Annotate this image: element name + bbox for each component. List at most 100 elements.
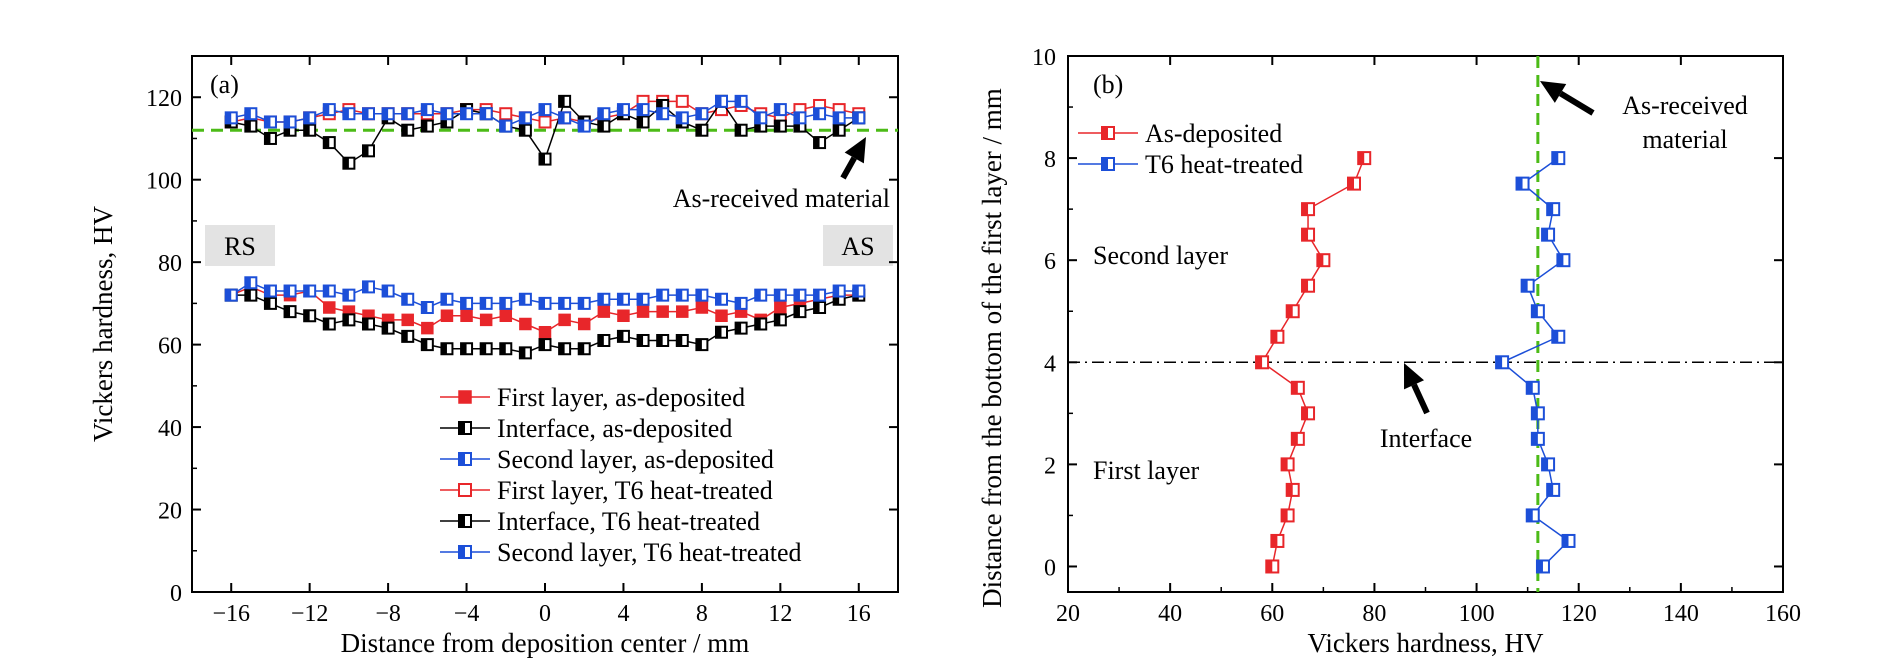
data-point-a: [440, 342, 454, 356]
data-point-a: [558, 111, 572, 125]
data-point-a: [754, 317, 768, 331]
data-point-a: [636, 115, 650, 129]
data-point-a: [656, 288, 670, 302]
legend-item-a: First layer, T6 heat-treated: [440, 476, 773, 505]
data-point-b-fill: [1302, 228, 1309, 241]
data-point-b-fill: [1286, 305, 1293, 318]
data-point-a-fill: [794, 120, 800, 132]
data-point-b: [1357, 151, 1372, 166]
legend-marker-a-fill: [459, 546, 465, 558]
y-tick-label-a: 80: [158, 251, 182, 277]
data-point-a: [538, 103, 552, 117]
y-axis-label-a: Vickers hardness, HV: [88, 205, 118, 442]
data-point-a-box: [676, 305, 689, 318]
legend-item-b: As-deposited: [1078, 119, 1282, 148]
data-point-a: [656, 333, 670, 347]
legend-label-a: Second layer, T6 heat-treated: [497, 538, 802, 567]
legend-label-a: Interface, as-deposited: [497, 414, 732, 443]
data-point-b: [1316, 253, 1331, 268]
panel-label-b: (b): [1093, 70, 1123, 99]
data-point-a-fill: [716, 95, 722, 107]
data-point-a: [303, 309, 317, 323]
legend-label-a: First layer, as-deposited: [497, 383, 745, 412]
data-point-b: [1551, 151, 1566, 166]
data-point-a-fill: [617, 104, 624, 116]
series-b-0: [1255, 151, 1372, 574]
x-tick-label-b: 60: [1260, 601, 1284, 627]
legend-label-a: Interface, T6 heat-treated: [497, 507, 760, 536]
data-point-b-fill: [1266, 560, 1273, 573]
legend-label-a: First layer, T6 heat-treated: [497, 476, 773, 505]
data-point-a: [224, 288, 238, 302]
data-point-a: [322, 136, 336, 150]
data-point-a: [754, 111, 768, 125]
data-point-a-fill: [559, 343, 565, 355]
data-point-a-fill: [696, 124, 702, 136]
series-a-2: [224, 276, 866, 315]
data-point-a-fill: [676, 334, 683, 346]
data-point-a-fill: [225, 289, 232, 301]
data-point-a-fill: [245, 120, 251, 132]
data-point-a: [773, 119, 787, 133]
data-point-b: [1525, 380, 1540, 395]
y-tick-label-a: 60: [158, 334, 182, 360]
data-point-b-fill: [1542, 458, 1549, 471]
data-point-b: [1301, 278, 1316, 293]
data-point-a-fill: [343, 314, 349, 326]
data-point-a: [283, 305, 297, 319]
data-point-b: [1530, 406, 1545, 421]
data-point-a: [244, 119, 258, 133]
x-tick-label-b: 20: [1056, 601, 1080, 627]
data-point-a: [577, 317, 591, 331]
data-point-a-fill: [323, 318, 330, 330]
data-point-a: [244, 107, 258, 121]
data-point-a-box: [323, 301, 336, 314]
rs-label: RS: [224, 232, 256, 261]
data-point-a-fill: [637, 293, 644, 305]
data-point-a: [401, 329, 415, 343]
data-point-a: [597, 333, 611, 347]
data-point-b-fill: [1271, 330, 1278, 343]
data-point-a-box: [695, 301, 709, 314]
data-point-a-fill: [676, 289, 683, 301]
data-point-a: [734, 94, 748, 108]
data-point-b-fill: [1552, 330, 1559, 343]
data-point-a-fill: [225, 112, 232, 124]
data-point-b-fill: [1562, 534, 1569, 547]
data-point-a-fill: [833, 285, 840, 297]
data-point-a: [852, 111, 866, 125]
data-point-a: [675, 333, 689, 347]
data-point-a-fill: [402, 108, 408, 120]
y-tick-label-b: 4: [1044, 351, 1056, 377]
data-point-a: [303, 123, 317, 137]
data-point-a-fill: [617, 330, 624, 342]
legend-item-a: Second layer, T6 heat-treated: [440, 538, 802, 567]
data-point-b-fill: [1547, 483, 1554, 496]
data-point-a: [244, 276, 258, 290]
data-point-b: [1551, 329, 1566, 344]
data-point-a: [852, 284, 866, 298]
legend-label-b: T6 heat-treated: [1145, 150, 1303, 179]
data-point-a: [499, 119, 513, 133]
data-point-a: [773, 313, 787, 327]
data-point-a-fill: [774, 314, 781, 326]
legend-marker-a-fill: [459, 422, 465, 434]
data-point-a: [695, 301, 709, 314]
data-point-a-fill: [755, 318, 761, 330]
y-axis-label-b: Distance from the bottom of the first la…: [977, 88, 1007, 608]
as-received-annotation-a: As-received material: [673, 184, 890, 213]
legend-marker-a-fill: [459, 515, 465, 527]
data-point-a: [499, 309, 513, 323]
x-tick-label-b: 100: [1459, 601, 1495, 627]
data-point-b-fill: [1271, 534, 1278, 547]
data-point-a-fill: [519, 124, 526, 136]
data-point-a-fill: [264, 285, 271, 297]
data-point-b-fill: [1286, 483, 1293, 496]
data-point-b: [1285, 482, 1300, 497]
data-point-b: [1556, 253, 1571, 268]
data-point-a-fill: [441, 343, 447, 355]
as-received-arrow-a-head: [844, 137, 866, 164]
panel-a-chart: RS AS −16 −12 −8 −4 0 4 8 12 16 0 20 40 60 80 100 120 Dist…: [88, 55, 899, 658]
data-point-a-fill: [363, 108, 369, 120]
